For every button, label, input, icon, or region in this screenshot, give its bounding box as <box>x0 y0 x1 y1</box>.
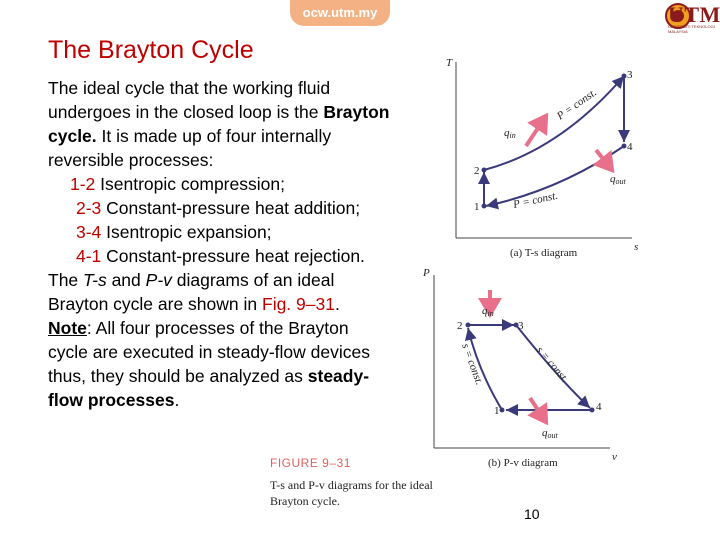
utm-logo-text: UTM <box>668 2 720 27</box>
pv-qin-label: qin <box>482 305 494 318</box>
process-item: 1-2 Isentropic compression; <box>48 172 393 196</box>
pv-x-label: v <box>612 451 617 463</box>
pv-point-4: 4 <box>596 401 602 413</box>
utm-logo-subtitle: UNIVERSITI TEKNOLOGI MALAYSIA <box>668 24 715 34</box>
ts-p-low-label: P = const. <box>511 190 559 211</box>
process-text: Isentropic expansion; <box>101 222 272 242</box>
ts-point-3: 3 <box>627 69 633 81</box>
figure-caption: FIGURE 9–31 T-s and P-v diagrams for the… <box>270 455 433 509</box>
process-text: Constant-pressure heat rejection. <box>101 246 365 266</box>
note-paragraph: Note: All four processes of the Brayton … <box>48 316 393 412</box>
pv-point-1: 1 <box>494 405 500 417</box>
intro-paragraph: The ideal cycle that the working fluid u… <box>48 76 393 172</box>
ts-point-1: 1 <box>474 201 480 213</box>
ts-p-high-label: P = const. <box>554 87 599 123</box>
slide-body: The ideal cycle that the working fluid u… <box>48 76 393 412</box>
pv-point-3: 3 <box>518 320 524 332</box>
figure-reference-link[interactable]: Fig. 9–31 <box>262 294 335 314</box>
pv-diagram: P v 1 2 3 4 s = const. s = const. qin qo… <box>422 267 617 469</box>
note-label: Note <box>48 318 87 338</box>
process-number: 2-3 <box>76 198 102 218</box>
diag-and: and <box>106 270 146 290</box>
intro-text: The ideal cycle that the working fluid u… <box>48 78 331 122</box>
pv-process-3-4 <box>515 324 591 409</box>
figure-caption-line1: T-s and P-v diagrams for the ideal <box>270 478 433 492</box>
ts-caption: (a) T-s diagram <box>510 247 578 259</box>
figure-caption-line2: Brayton cycle. <box>270 494 340 508</box>
ts-point-4: 4 <box>627 141 633 153</box>
intro-bold: Brayton cycle. <box>48 102 390 146</box>
pv-point-2: 2 <box>457 320 463 332</box>
ts-point-2: 2 <box>474 165 480 177</box>
pv-s2-label: s = const. <box>534 344 571 385</box>
figure-label: FIGURE 9–31 <box>270 456 351 470</box>
ts-qout-arrow-icon <box>592 148 615 174</box>
ts-process-2-3 <box>483 75 625 171</box>
ts-qin-label: qin <box>504 127 516 140</box>
ts-diagram: T s 1 2 3 4 P = const. P = const. qin qo… <box>446 57 638 259</box>
diagram-paragraph: The T-s and P-v diagrams of an ideal Bra… <box>48 268 393 316</box>
process-number: 4-1 <box>76 246 102 266</box>
ts-qout-label: qout <box>610 173 627 186</box>
page-number: 10 <box>524 506 540 522</box>
process-number: 1-2 <box>70 174 96 194</box>
pv-qout-label: qout <box>542 427 559 440</box>
site-banner[interactable]: ocw.utm.my <box>290 0 390 26</box>
process-number: 3-4 <box>76 222 102 242</box>
pv-process-1-2 <box>464 327 503 411</box>
process-text: Isentropic compression; <box>95 174 285 194</box>
pv-s1-label: s = const. <box>459 342 485 387</box>
diag-text: The <box>48 270 84 290</box>
ts-x-label: s <box>634 241 638 253</box>
ts-process-4-1 <box>485 145 625 210</box>
slide-title: The Brayton Cycle <box>48 36 254 64</box>
note-bold: steady-flow processes <box>48 366 370 410</box>
process-item: 3-4 Isentropic expansion; <box>48 220 393 244</box>
process-item: 4-1 Constant-pressure heat rejection. <box>48 244 393 268</box>
ts-qin-arrow-icon <box>524 112 549 148</box>
note-end: . <box>174 390 180 410</box>
diag-text-b: diagrams of an ideal Brayton cycle are s… <box>48 270 335 314</box>
note-text: : All four processes of the Brayton cycl… <box>48 318 370 386</box>
diag-end: . <box>334 294 340 314</box>
intro-rest: It is made up of four internally reversi… <box>48 126 332 170</box>
diag-ts: T-s <box>83 270 107 290</box>
process-text: Constant-pressure heat addition; <box>101 198 361 218</box>
pv-qout-arrow-icon <box>527 396 549 426</box>
utm-logo-icon <box>665 3 691 29</box>
ts-y-label: T <box>446 57 453 69</box>
process-item: 2-3 Constant-pressure heat addition; <box>48 196 393 220</box>
pv-y-label: P <box>422 267 430 279</box>
diag-pv: P-v <box>145 270 172 290</box>
pv-caption: (b) P-v diagram <box>488 457 558 469</box>
